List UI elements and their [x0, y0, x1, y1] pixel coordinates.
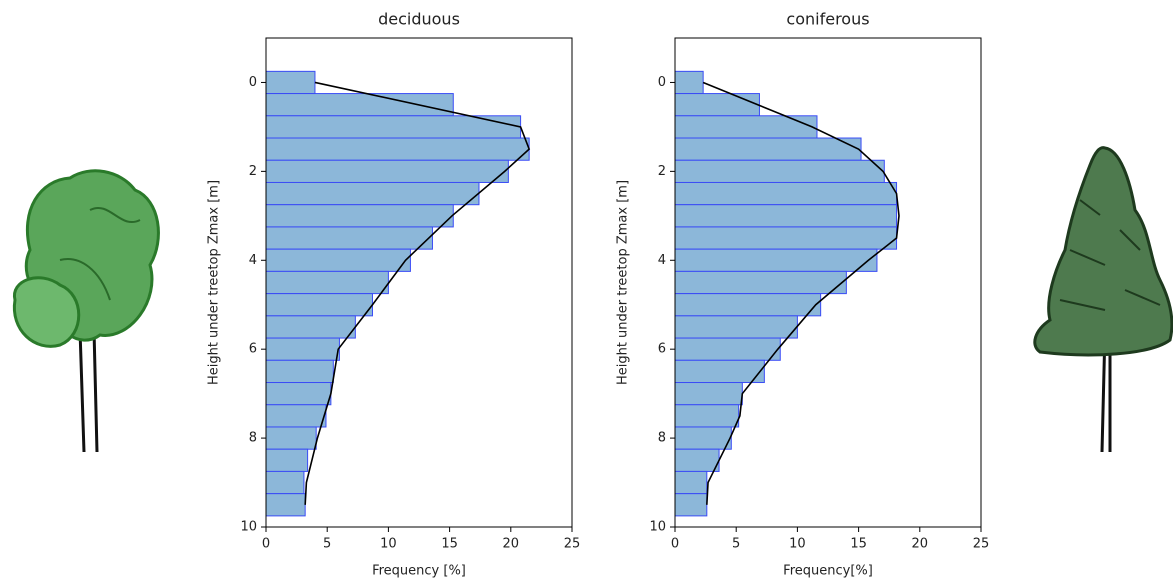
density-line	[304, 81, 531, 505]
y-tick-label: 10	[240, 520, 257, 535]
x-axis-label: Frequency[%]	[783, 564, 873, 579]
bar	[265, 404, 327, 428]
bar	[674, 159, 885, 183]
bar	[265, 426, 317, 450]
bar	[265, 315, 356, 339]
y-tick-label: 2	[249, 164, 257, 179]
bar	[265, 382, 332, 406]
bar	[674, 293, 822, 317]
chart-title: deciduous	[378, 10, 460, 29]
y-tick-label: 8	[249, 431, 257, 446]
x-tick-label: 10	[789, 537, 806, 552]
bar	[265, 248, 411, 272]
bar	[265, 226, 433, 250]
bar	[265, 470, 305, 495]
bar	[674, 493, 708, 517]
chart-title: coniferous	[786, 10, 869, 29]
bar	[265, 448, 309, 472]
bar	[265, 70, 316, 95]
bar	[674, 226, 898, 250]
bar	[674, 204, 898, 228]
y-tick-label: 6	[249, 342, 257, 357]
y-axis-label: Height under treetop Zmax [m]	[616, 180, 631, 385]
x-tick-label: 5	[323, 537, 331, 552]
bar	[674, 137, 862, 161]
y-axis-label: Height under treetop Zmax [m]	[207, 180, 222, 385]
x-tick-label: 5	[732, 537, 740, 552]
x-tick-label: 20	[503, 537, 520, 552]
y-tick-label: 0	[658, 75, 666, 90]
bar	[674, 70, 704, 95]
bar	[674, 470, 708, 495]
bar	[265, 493, 306, 517]
x-tick-label: 25	[973, 537, 990, 552]
y-tick-label: 4	[249, 253, 257, 268]
bar	[674, 426, 732, 450]
bar	[265, 270, 389, 295]
bar	[265, 293, 373, 317]
bar	[674, 382, 743, 406]
x-tick-label: 20	[912, 537, 929, 552]
y-tick-label: 6	[658, 342, 666, 357]
x-tick-label: 0	[671, 537, 679, 552]
y-tick-label: 10	[649, 520, 666, 535]
density-line	[702, 81, 900, 505]
bar	[265, 337, 340, 361]
bar	[265, 204, 454, 228]
bar	[674, 315, 798, 339]
bar	[674, 404, 740, 428]
y-tick-label: 4	[658, 253, 666, 268]
y-tick-label: 8	[658, 431, 666, 446]
bar	[674, 359, 765, 384]
bar	[674, 248, 878, 272]
coniferous-tree-illustration	[1033, 146, 1173, 453]
bar	[265, 181, 480, 206]
bar	[265, 359, 334, 384]
bar	[674, 270, 847, 295]
plot-frame	[265, 37, 573, 528]
bar	[265, 93, 454, 117]
deciduous-tree-illustration	[12, 169, 160, 453]
x-tick-label: 25	[564, 537, 581, 552]
x-tick-label: 15	[850, 537, 867, 552]
x-tick-label: 10	[380, 537, 397, 552]
bar	[265, 159, 509, 183]
bar	[674, 115, 818, 139]
x-axis-label: Frequency [%]	[372, 564, 466, 579]
y-tick-label: 2	[658, 164, 666, 179]
x-tick-label: 15	[441, 537, 458, 552]
bar	[265, 137, 530, 161]
bar	[674, 181, 898, 206]
plot-frame	[674, 37, 982, 528]
bar	[674, 337, 781, 361]
bar	[674, 448, 720, 472]
bar	[674, 93, 760, 117]
y-tick-label: 0	[249, 75, 257, 90]
x-tick-label: 0	[262, 537, 270, 552]
